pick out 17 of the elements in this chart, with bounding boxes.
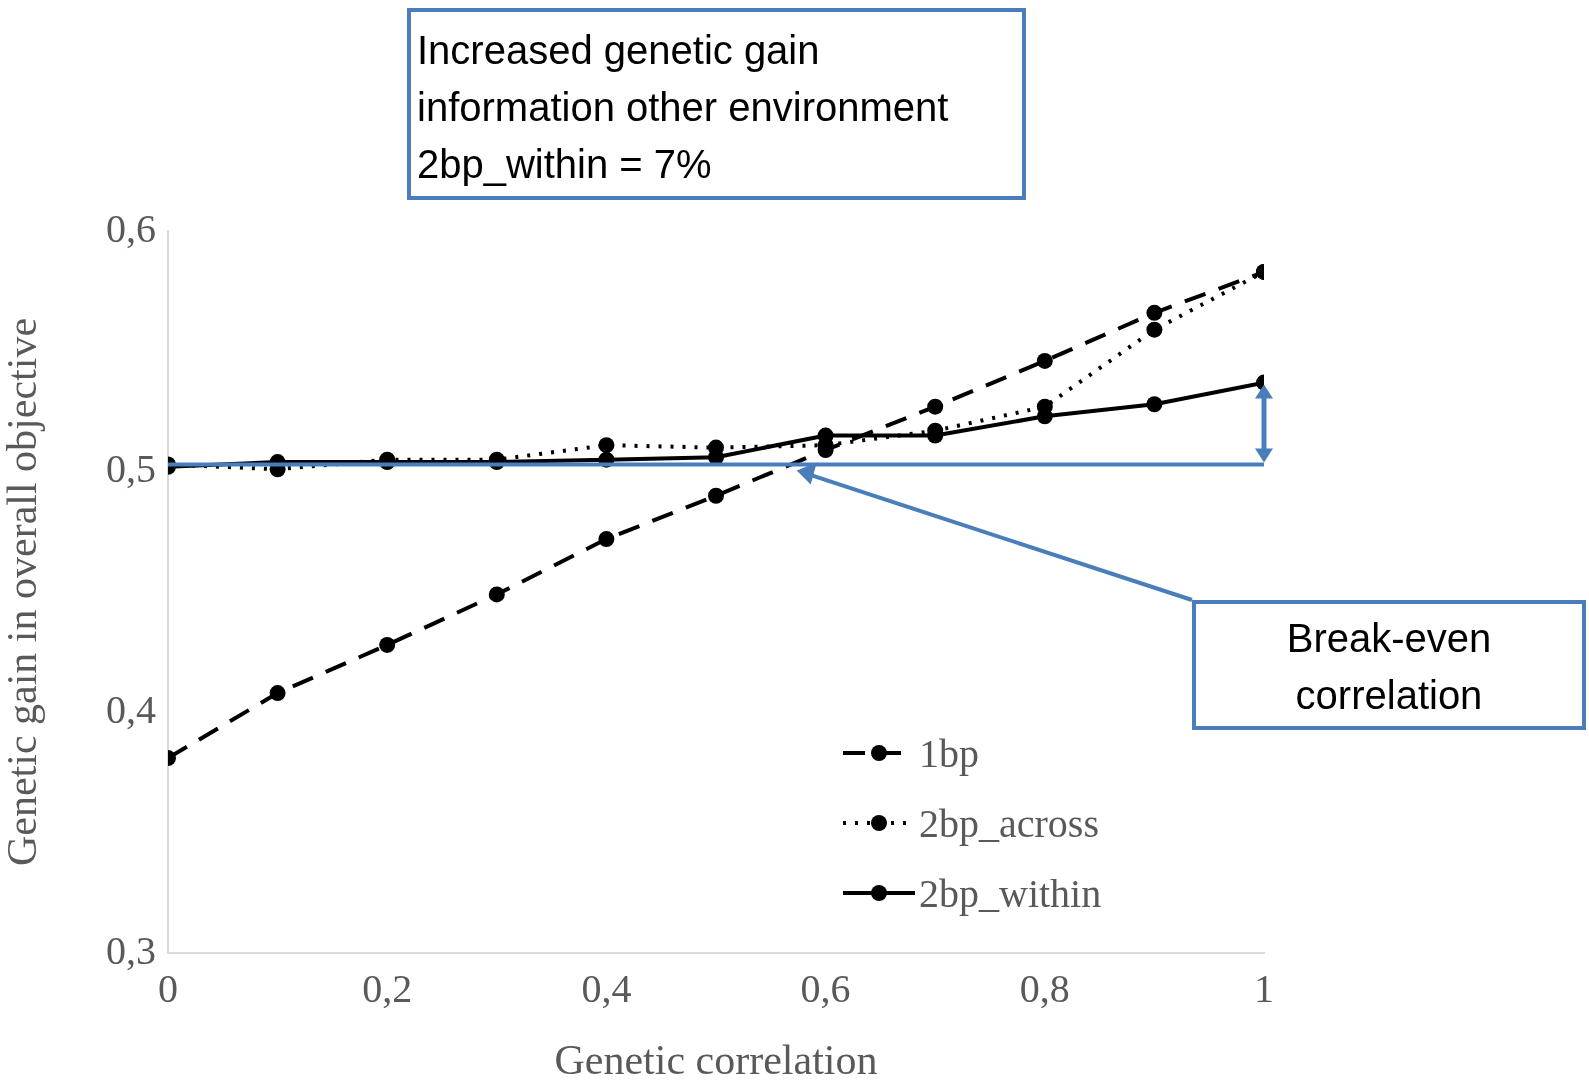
x-tick-label: 0,8 — [1019, 965, 1070, 1011]
y-axis-title: Genetic gain in overall objective — [0, 317, 46, 867]
legend-label: 2bp_within — [919, 869, 1102, 917]
x-tick-label: 1 — [1254, 965, 1274, 1011]
y-tick-label: 0,4 — [106, 686, 156, 732]
legend-label: 1bp — [919, 729, 979, 777]
text: Increased genetic gain information other environment 2bp_within = 7% — [407, 8, 1026, 200]
legend-label: 2bp_across — [919, 799, 1099, 847]
y-tick-label: 0,5 — [106, 446, 156, 492]
x-tick-label: 0 — [158, 965, 178, 1011]
text: Break-even correlation — [1192, 600, 1586, 730]
x-tick-label: 0,4 — [581, 965, 632, 1011]
x-tick-label: 0,2 — [362, 965, 413, 1011]
x-axis-title: Genetic correlation — [554, 1036, 878, 1083]
y-tick-label: 0,6 — [106, 205, 156, 251]
x-tick-label: 0,6 — [800, 965, 851, 1011]
y-tick-label: 0,3 — [106, 927, 156, 973]
